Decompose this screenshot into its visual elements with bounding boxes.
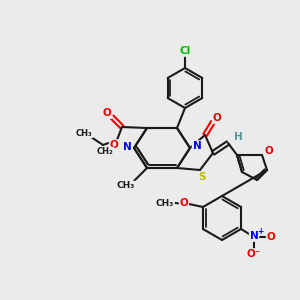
Text: +: + bbox=[257, 226, 263, 236]
Text: O: O bbox=[213, 113, 221, 123]
Text: N: N bbox=[250, 231, 258, 241]
Text: O: O bbox=[110, 140, 118, 150]
Text: CH₂: CH₂ bbox=[97, 148, 113, 157]
Text: Cl: Cl bbox=[179, 46, 191, 56]
Text: CH₃: CH₃ bbox=[117, 182, 135, 190]
Text: O: O bbox=[103, 108, 111, 118]
Text: N: N bbox=[193, 141, 201, 151]
Text: O: O bbox=[267, 232, 275, 242]
Text: O: O bbox=[265, 146, 273, 156]
Text: O⁻: O⁻ bbox=[247, 249, 261, 259]
Text: CH₃: CH₃ bbox=[76, 128, 92, 137]
Text: O: O bbox=[180, 198, 188, 208]
Text: N: N bbox=[123, 142, 131, 152]
Text: H: H bbox=[234, 132, 242, 142]
Text: S: S bbox=[198, 172, 206, 182]
Text: CH₃: CH₃ bbox=[156, 199, 174, 208]
